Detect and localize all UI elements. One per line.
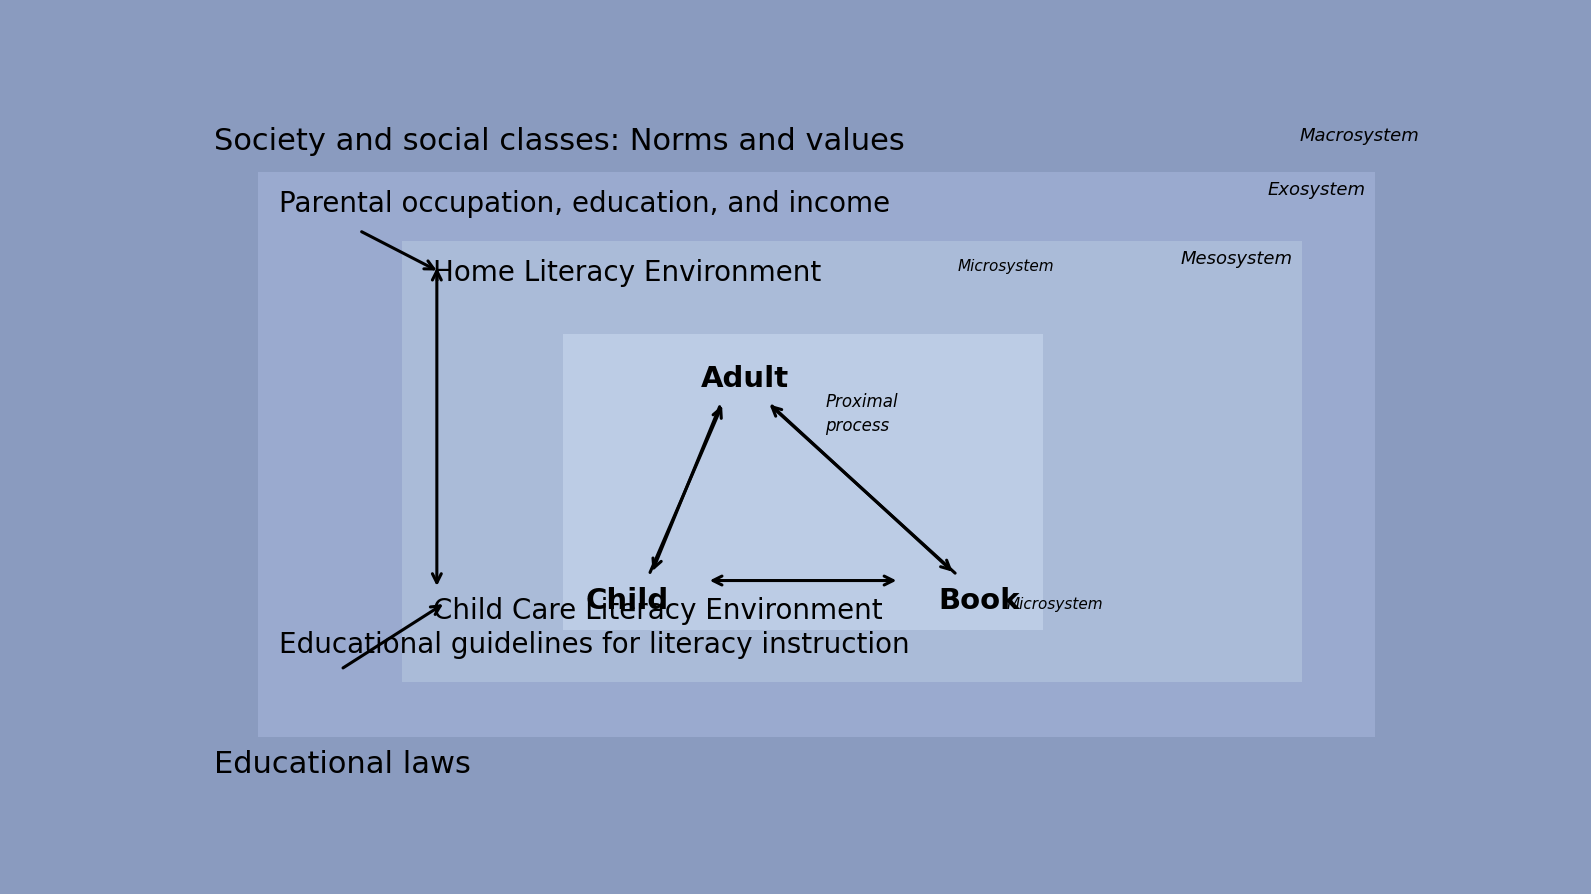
Text: Microsystem: Microsystem [1007,596,1103,611]
Text: Proximal
process: Proximal process [826,393,899,434]
FancyBboxPatch shape [563,334,1044,630]
Text: Book: Book [939,586,1020,614]
Text: Child: Child [585,586,668,614]
Text: Child Care Literacy Environment: Child Care Literacy Environment [433,596,883,624]
Text: Parental occupation, education, and income: Parental occupation, education, and inco… [278,190,889,218]
FancyBboxPatch shape [403,241,1303,682]
FancyArrowPatch shape [652,408,719,569]
Text: Microsystem: Microsystem [958,258,1053,274]
Text: Educational guidelines for literacy instruction: Educational guidelines for literacy inst… [278,630,910,658]
FancyArrowPatch shape [651,409,721,573]
FancyBboxPatch shape [258,173,1375,738]
FancyArrowPatch shape [433,272,441,583]
FancyArrowPatch shape [713,577,893,586]
Text: Adult: Adult [702,365,789,393]
Text: Home Literacy Environment: Home Literacy Environment [433,258,821,287]
Text: Society and social classes: Norms and values: Society and social classes: Norms and va… [213,127,904,156]
FancyArrowPatch shape [772,407,950,569]
Text: Exosystem: Exosystem [1268,181,1365,199]
Text: Macrosystem: Macrosystem [1300,127,1419,145]
Text: Mesosystem: Mesosystem [1181,249,1292,268]
Text: Educational laws: Educational laws [213,749,471,778]
FancyArrowPatch shape [772,408,955,574]
